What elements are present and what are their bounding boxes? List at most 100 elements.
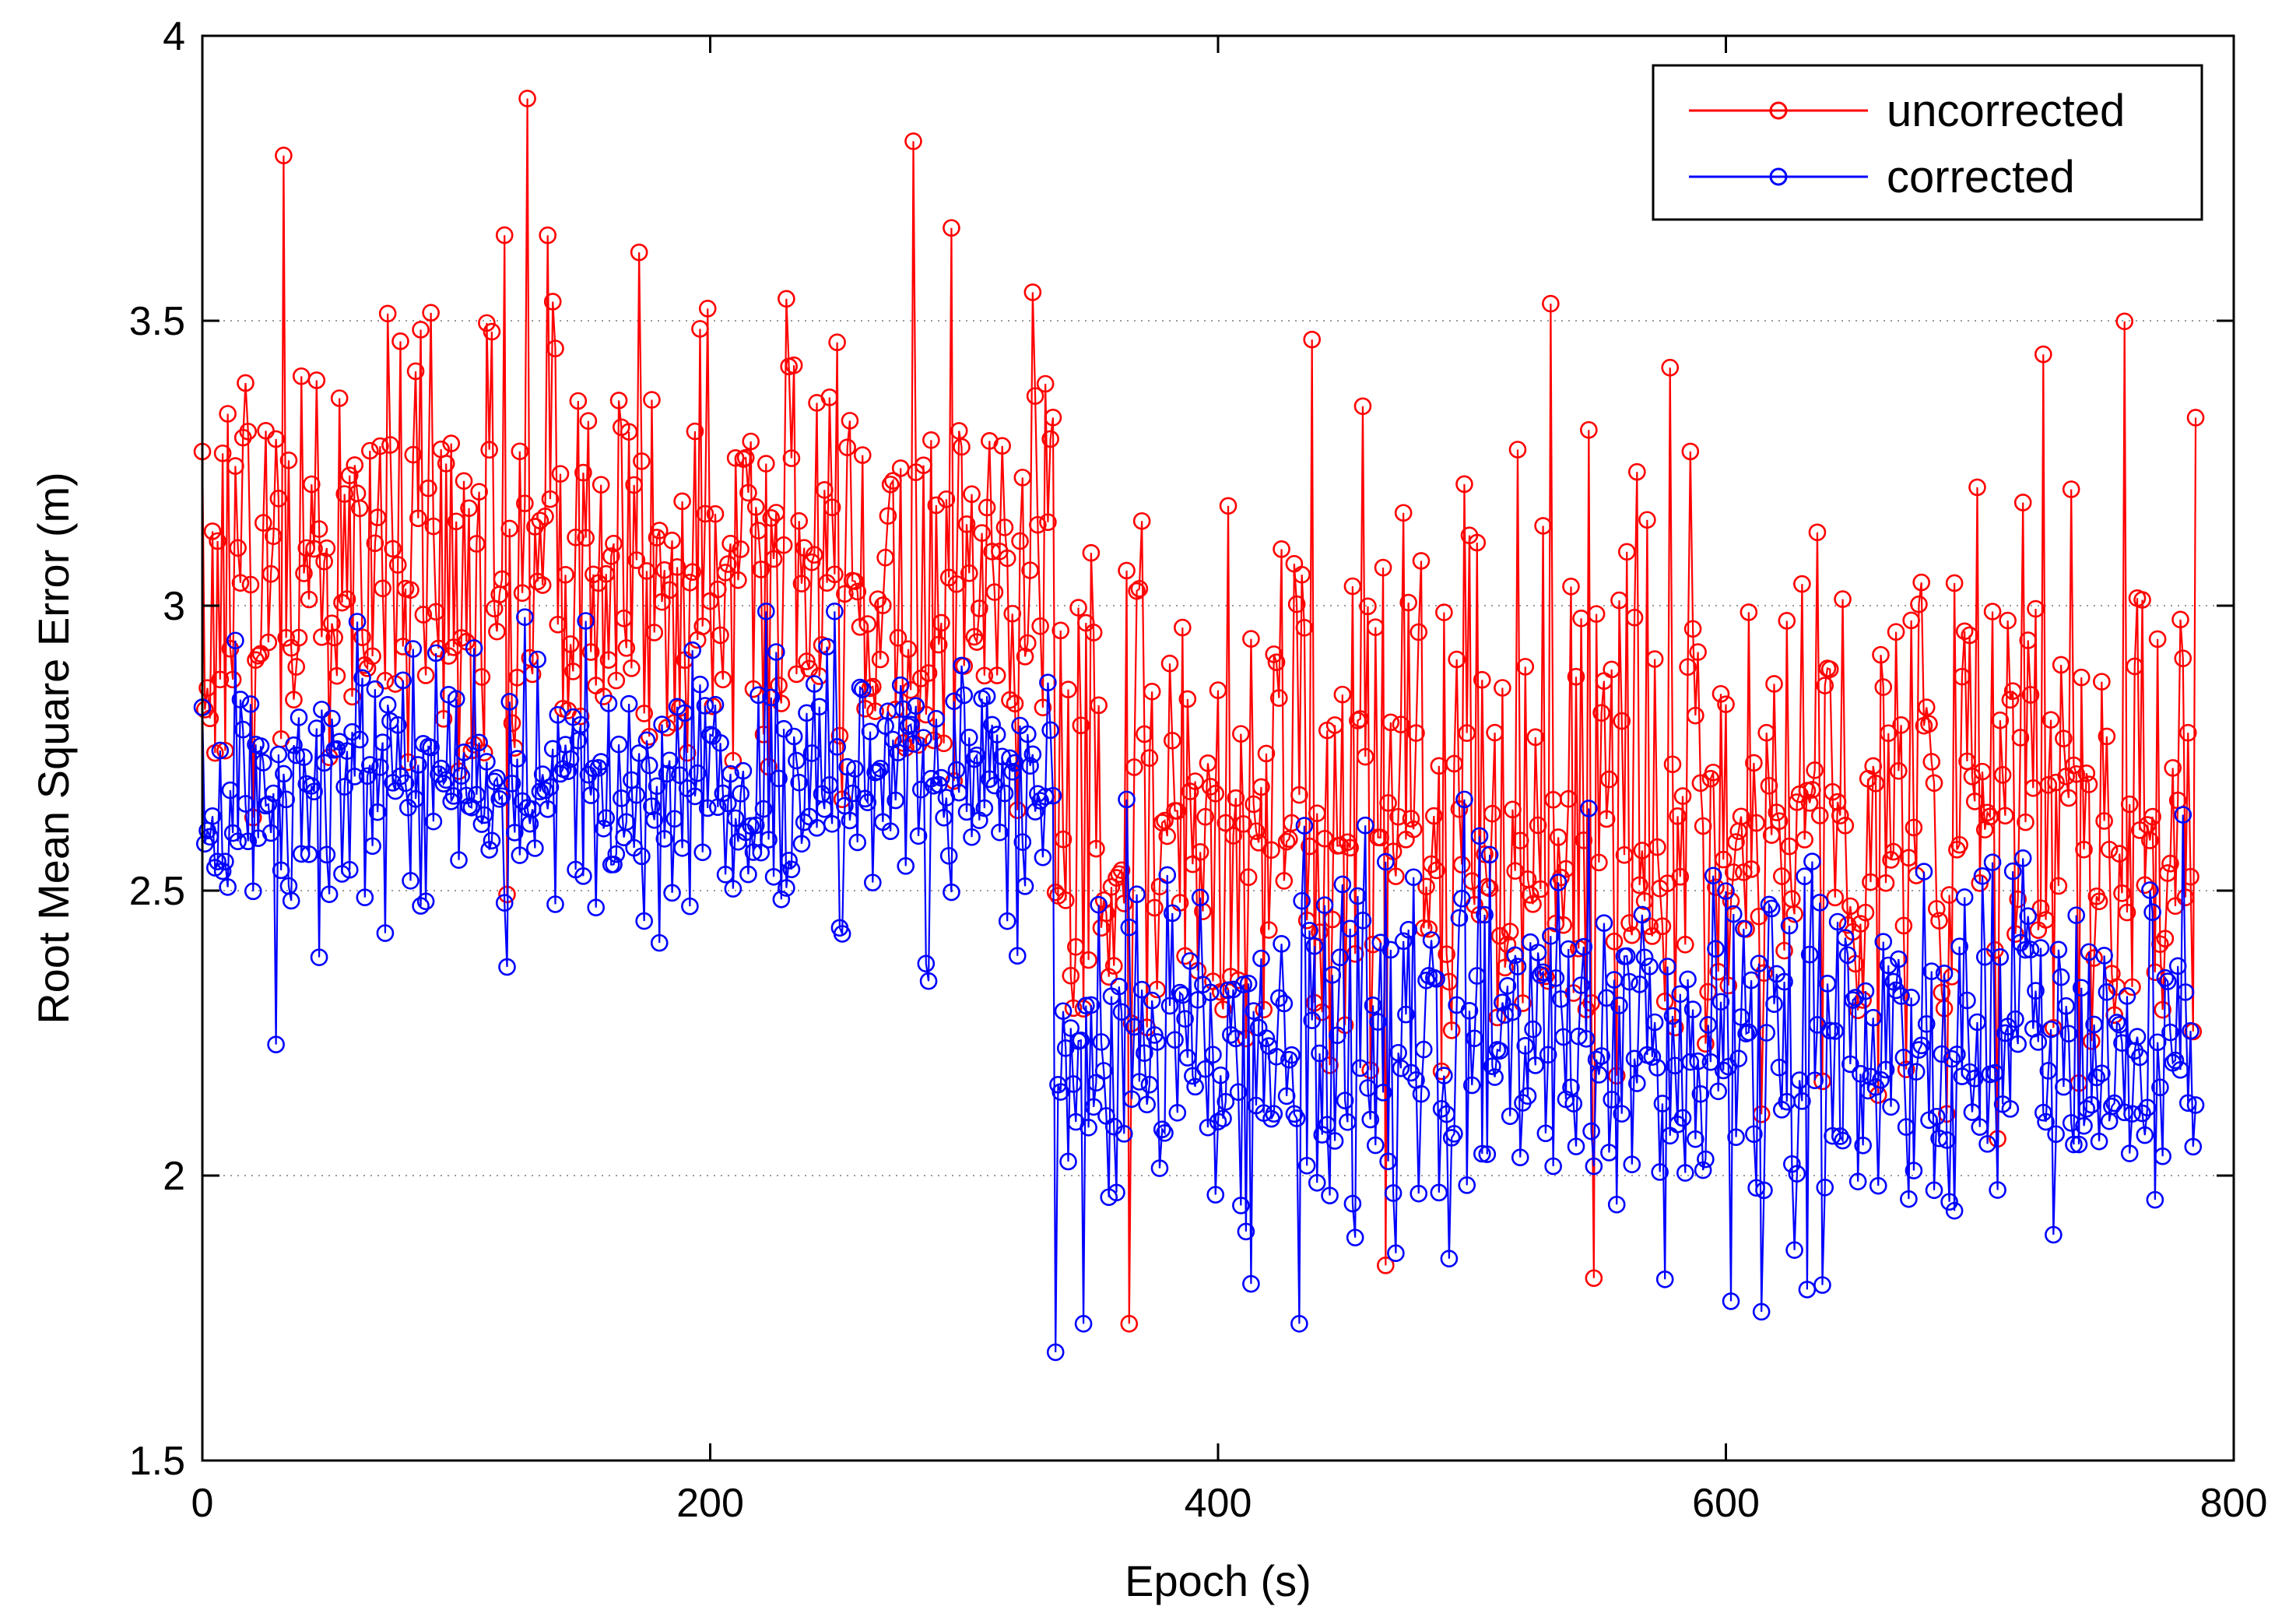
point-uncorrected: [615, 609, 633, 627]
point-corrected: [416, 892, 435, 911]
point-uncorrected: [1663, 755, 1682, 774]
point-corrected: [1948, 1046, 1966, 1063]
point-corrected: [1607, 1195, 1626, 1214]
point-corrected: [1483, 1057, 1501, 1075]
point-uncorrected: [394, 638, 413, 656]
point-corrected: [300, 845, 318, 863]
point-corrected: [346, 768, 364, 786]
point-corrected: [1810, 894, 1829, 912]
point-corrected: [2021, 940, 2040, 959]
point-corrected: [995, 784, 1014, 803]
point-corrected: [2161, 1023, 2179, 1042]
point-uncorrected: [2059, 789, 2078, 807]
point-uncorrected: [2037, 911, 2055, 929]
point-corrected: [2093, 1064, 2111, 1082]
point-uncorrected: [437, 455, 455, 473]
point-corrected: [947, 761, 966, 779]
point-corrected: [1757, 1024, 1775, 1042]
point-uncorrected: [269, 490, 288, 508]
point-corrected: [1701, 1053, 1720, 1071]
point-corrected: [1275, 994, 1294, 1013]
point-corrected: [1191, 888, 1209, 907]
point-corrected: [541, 778, 560, 796]
point-corrected: [371, 758, 389, 776]
point-corrected: [732, 785, 750, 803]
point-uncorrected: [1295, 618, 1314, 637]
point-uncorrected: [511, 442, 529, 461]
point-uncorrected: [2052, 656, 2070, 674]
point-uncorrected: [2118, 903, 2136, 922]
point-uncorrected: [1031, 617, 1049, 635]
point-uncorrected: [2049, 877, 2068, 895]
point-uncorrected: [750, 522, 767, 540]
point-corrected: [1580, 800, 1598, 817]
point-corrected: [1136, 1044, 1153, 1062]
point-uncorrected: [1983, 603, 2002, 620]
point-corrected: [1745, 1125, 1763, 1144]
point-corrected: [864, 874, 882, 891]
point-uncorrected: [2164, 759, 2182, 777]
point-uncorrected: [1580, 420, 1598, 439]
point-corrected: [681, 897, 699, 916]
point-uncorrected: [1011, 532, 1029, 550]
point-uncorrected: [1785, 905, 1803, 923]
point-uncorrected: [1417, 877, 1435, 896]
point-corrected: [470, 733, 488, 752]
point-uncorrected: [1034, 698, 1052, 717]
point-corrected: [1539, 1046, 1557, 1064]
point-corrected: [231, 691, 250, 708]
point-uncorrected: [1468, 533, 1487, 552]
point-corrected: [262, 824, 280, 842]
point-corrected: [1082, 996, 1101, 1014]
point-corrected: [1673, 1109, 1692, 1127]
point-uncorrected: [726, 448, 745, 467]
point-uncorrected: [1615, 845, 1634, 864]
point-uncorrected: [1275, 872, 1294, 890]
point-corrected: [1590, 1066, 1608, 1084]
point-uncorrected: [838, 438, 856, 456]
point-corrected: [1222, 1025, 1240, 1044]
point-uncorrected: [719, 555, 737, 573]
point-uncorrected: [1973, 762, 1992, 781]
point-uncorrected: [1140, 749, 1159, 767]
point-uncorrected: [203, 522, 222, 540]
point-uncorrected: [1209, 681, 1227, 699]
point-uncorrected: [216, 741, 234, 760]
point-corrected: [1008, 947, 1027, 965]
point-corrected: [490, 790, 509, 808]
point-uncorrected: [1900, 849, 1918, 867]
point-corrected: [581, 786, 600, 804]
point-corrected: [539, 800, 557, 818]
point-corrected: [1387, 1244, 1405, 1263]
point-uncorrected: [785, 356, 803, 374]
point-corrected: [1450, 909, 1469, 927]
point-corrected: [2168, 957, 2187, 975]
point-uncorrected: [1841, 897, 1859, 916]
point-corrected: [1090, 895, 1108, 914]
point-corrected: [2090, 1132, 2108, 1151]
point-corrected: [1122, 1090, 1141, 1109]
point-uncorrected: [478, 314, 496, 332]
point-uncorrected: [2158, 864, 2177, 882]
point-corrected: [1722, 1292, 1740, 1310]
point-corrected: [1143, 991, 1161, 1010]
point-corrected: [1506, 946, 1525, 965]
point-uncorrected: [460, 499, 478, 518]
point-corrected: [1925, 1181, 1943, 1200]
point-corrected: [1160, 997, 1179, 1015]
point-uncorrected: [335, 485, 354, 503]
point-uncorrected: [927, 496, 946, 515]
point-corrected: [1938, 1131, 1956, 1149]
point-uncorrected: [1607, 1067, 1626, 1085]
point-uncorrected: [2003, 682, 2022, 700]
point-corrected: [950, 783, 968, 802]
point-corrected: [1130, 1073, 1149, 1091]
point-uncorrected: [998, 549, 1016, 568]
point-uncorrected: [1341, 838, 1359, 857]
point-uncorrected: [358, 659, 377, 677]
point-corrected: [1569, 1027, 1588, 1046]
point-corrected: [2166, 1051, 2185, 1070]
point-corrected: [719, 794, 737, 813]
point-uncorrected: [1800, 794, 1819, 812]
y-tick-label-4: 3.5: [129, 299, 185, 344]
